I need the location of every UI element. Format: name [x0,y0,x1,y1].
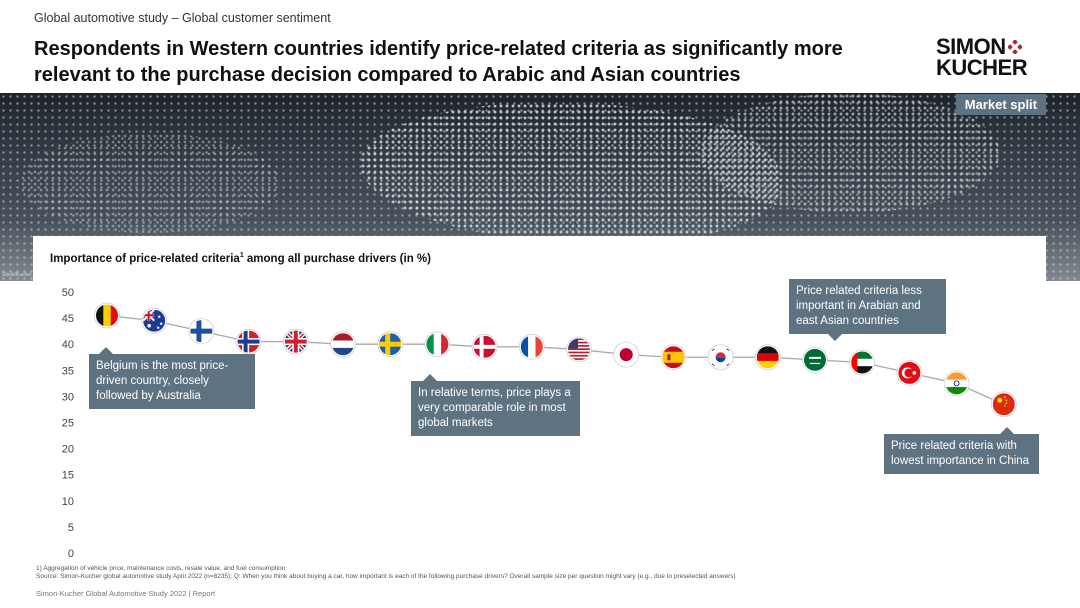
y-tick-label: 40 [62,339,74,351]
china-flag-icon [990,391,1017,418]
y-tick-label: 30 [62,391,74,403]
japan-flag-icon [613,341,640,368]
callout-relative: In relative terms, price plays a very co… [411,374,580,436]
y-tick-label: 5 [68,522,74,534]
y-tick-label: 35 [62,365,74,377]
australia-flag-icon [141,307,168,334]
chart-title-main: Importance of price-related criteria [50,252,240,265]
logo-dots-icon [1007,39,1022,54]
south-korea-flag-icon [707,344,734,371]
usa-flag-icon [566,336,592,363]
italy-flag-icon [424,331,451,358]
y-tick-label: 50 [62,287,74,299]
footnote-aggregation: 1) Aggregation of vehicle price, mainten… [36,565,286,572]
norway-flag-icon [235,328,262,355]
france-flag-icon [518,333,545,360]
callout-relative-text: In relative terms, price plays a very co… [418,387,571,429]
uae-flag-icon [849,349,876,376]
market-split-tag: Market split [955,94,1046,115]
logo-line-1: SIMON [936,34,1006,59]
image-credit: Stock/Kucher [2,272,32,278]
y-tick-label: 20 [62,444,74,456]
y-tick-label: 10 [62,496,74,508]
uk-flag-icon [282,328,309,355]
y-tick-label: 0 [68,548,74,560]
footnote-source: Source: Simon-Kucher global automotive s… [36,573,736,580]
netherlands-flag-icon [330,331,356,358]
denmark-flag-icon [471,333,498,360]
chart-title-footnote-mark: 1 [239,252,244,259]
germany-flag-icon [754,344,781,371]
page-title: Respondents in Western countries identif… [34,38,843,86]
y-tick-label: 15 [62,470,74,482]
logo-line-2: KUCHER [936,55,1028,80]
callout-belgium: Belgium is the most price-driven country… [89,347,255,409]
simon-kucher-logo: SIMON KUCHER [936,34,1028,80]
callout-china-text: Price related criteria with lowest impor… [891,440,1030,467]
callout-arabian: Price related criteria less important in… [789,279,946,341]
finland-flag-icon [188,318,215,345]
page-footer: Simon-Kucher Global Automotive Study 202… [36,589,216,598]
sweden-flag-icon [377,331,404,358]
chart-title-suffix: among all purchase drivers (in %) [243,252,431,265]
india-flag-icon [943,370,970,397]
turkey-flag-icon [896,360,923,386]
saudi-arabia-flag-icon [802,346,828,373]
callout-arabian-text: Price related criteria less important in… [796,285,922,327]
kicker: Global automotive study – Global custome… [34,11,331,25]
y-tick-label: 25 [62,418,74,430]
belgium-flag-icon [94,302,120,329]
spain-flag-icon [660,344,687,371]
y-tick-label: 45 [62,313,74,325]
callout-china: Price related criteria with lowest impor… [884,427,1039,474]
chart-title: Importance of price-related criteria1 am… [50,252,431,265]
callout-belgium-text: Belgium is the most price-driven country… [96,360,229,402]
